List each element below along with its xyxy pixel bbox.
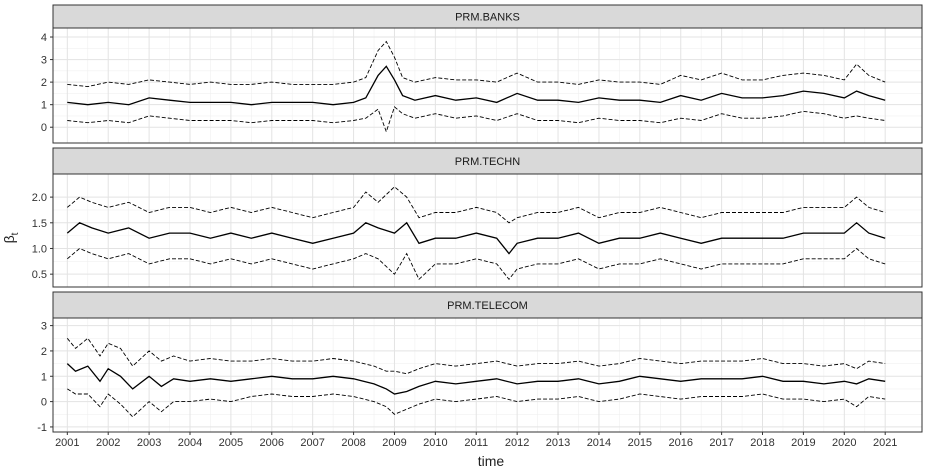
x-tick-label: 2013: [546, 437, 570, 449]
y-tick-label: 3: [41, 321, 47, 333]
x-tick-label: 2018: [750, 437, 774, 449]
x-tick-label: 2001: [55, 437, 79, 449]
panel-title: PRM.BANKS: [455, 12, 520, 24]
confidence-band-line: [67, 247, 886, 281]
x-tick-label: 2009: [382, 437, 406, 449]
x-tick-label: 2002: [96, 437, 120, 449]
x-tick-label: 2007: [300, 437, 324, 449]
y-tick-label: 2: [41, 346, 47, 358]
x-tick-label: 2020: [832, 437, 856, 449]
confidence-band-line: [67, 40, 886, 88]
panel-strip: [52, 291, 923, 319]
panel-background: [53, 28, 922, 143]
x-tick-label: 2014: [587, 437, 611, 449]
x-tick-label: 2011: [464, 437, 488, 449]
y-tick-label: 1.5: [32, 218, 47, 230]
panel-title: PRM.TELECOM: [447, 300, 528, 312]
x-tick-label: 2015: [628, 437, 652, 449]
series-line: [66, 221, 886, 255]
y-tick-label: 1: [41, 100, 47, 112]
x-tick-label: 2012: [505, 437, 529, 449]
series-line: [66, 363, 886, 395]
y-tick-label: 1: [41, 371, 47, 383]
x-tick-label: 2010: [423, 437, 447, 449]
x-tick-label: 2006: [260, 437, 284, 449]
x-tick-label: 2004: [178, 437, 202, 449]
panel-background: [53, 174, 922, 287]
confidence-band-line: [66, 337, 886, 375]
x-tick-label: 2005: [219, 437, 243, 449]
y-tick-label: -1: [37, 422, 47, 434]
x-tick-label: 2003: [137, 437, 161, 449]
panel-border: [52, 173, 923, 288]
x-axis-label: time: [478, 453, 505, 469]
panel-strip: [52, 147, 923, 175]
panel-border: [52, 27, 923, 144]
y-tick-label: 2: [41, 77, 47, 89]
panel-border: [52, 317, 923, 433]
panel-title: PRM.TECHN: [455, 156, 520, 168]
y-tick-label: 1.0: [32, 243, 47, 255]
x-tick-label: 2016: [668, 437, 692, 449]
x-tick-label: 2021: [873, 437, 897, 449]
x-tick-label: 2019: [791, 437, 815, 449]
y-tick-label: 2.0: [32, 192, 47, 204]
y-tick-label: 0: [41, 397, 47, 409]
y-tick-label: 4: [41, 32, 47, 44]
y-tick-label: 0: [41, 122, 47, 134]
y-axis-label: βt: [1, 232, 21, 243]
x-tick-label: 2017: [709, 437, 733, 449]
confidence-band-line: [67, 388, 886, 418]
confidence-band-line: [67, 106, 886, 134]
y-tick-label: 3: [41, 55, 47, 67]
y-tick-label: 0.5: [32, 269, 47, 281]
panel-background: [53, 318, 922, 432]
series-line: [67, 65, 886, 106]
confidence-band-line: [67, 186, 886, 224]
x-tick-label: 2008: [341, 437, 365, 449]
